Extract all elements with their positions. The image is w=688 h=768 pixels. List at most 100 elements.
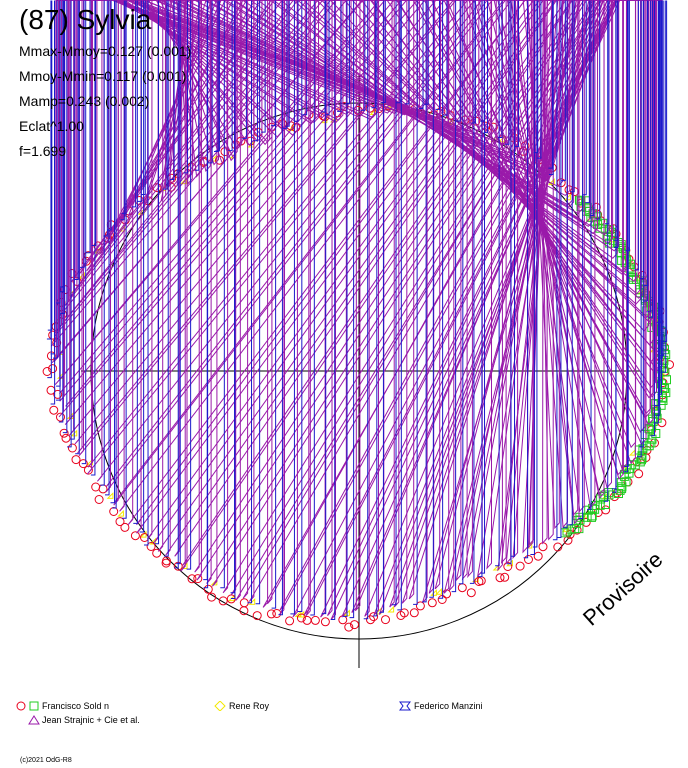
data-point-star: [650, 0, 656, 437]
data-point-star: [80, 0, 85, 268]
data-point-circle: [120, 522, 130, 532]
data-point-star: [655, 0, 660, 407]
data-point-star: [186, 0, 192, 570]
data-point-square: [637, 451, 647, 461]
data-point-star: [247, 0, 253, 604]
data-point-star: [505, 0, 510, 145]
data-point-star: [47, 0, 52, 379]
data-point-star: [458, 0, 464, 585]
data-point-star: [639, 0, 644, 448]
data-point-star: [442, 0, 448, 116]
data-point-star: [330, 0, 336, 620]
data-point-star: [533, 0, 539, 154]
data-point-star: [438, 0, 444, 599]
data-point-star: [392, 0, 397, 606]
data-point-star: [523, 0, 529, 559]
data-point-diamond: [297, 610, 305, 618]
data-point-circle: [152, 548, 162, 558]
data-point-star: [397, 0, 402, 611]
data-point-star: [302, 0, 308, 116]
data-point-star: [456, 0, 461, 122]
legend-item-manzini: Federico Manzini: [398, 700, 483, 711]
data-point-diamond: [139, 530, 147, 538]
data-point-star: [131, 0, 137, 208]
data-point-star: [643, 0, 649, 287]
data-point-star: [91, 0, 97, 246]
data-point-star: [561, 0, 566, 182]
data-point-square: [621, 477, 631, 487]
data-point-star: [112, 0, 117, 509]
data-point-star: [349, 0, 355, 619]
data-point-star: [661, 0, 667, 373]
legend-label: Jean Strajnic + Cie et al.: [42, 714, 140, 725]
data-point-triangle: [58, 0, 419, 418]
data-point-circle: [457, 583, 467, 593]
data-point-circle: [71, 455, 81, 465]
data-point-star: [648, 0, 654, 318]
data-point-star: [595, 0, 601, 220]
data-point-circle: [369, 612, 379, 622]
data-point-circle: [553, 542, 563, 552]
data-point-circle: [49, 405, 59, 415]
data-point-circle: [310, 615, 320, 625]
data-point-circle: [239, 598, 249, 608]
data-point-star: [110, 0, 116, 504]
data-point-star: [208, 0, 213, 164]
data-point-star: [137, 0, 142, 202]
data-point-star: [568, 0, 573, 526]
data-point-square: [644, 441, 654, 451]
data-point-diamond: [320, 116, 328, 124]
data-point-star: [413, 0, 418, 605]
data-point-circle: [167, 173, 177, 183]
page-title: (87) Sylvia: [19, 4, 152, 35]
data-point-circle: [59, 428, 69, 438]
data-point-star: [578, 0, 584, 519]
data-point-star: [154, 0, 160, 545]
data-point-star: [480, 0, 486, 574]
data-point-star: [120, 0, 125, 221]
data-point-star: [215, 0, 220, 152]
data-point-star: [290, 0, 295, 615]
data-point-star: [587, 0, 592, 510]
data-point-star: [47, 0, 53, 331]
data-point-square: [619, 469, 629, 479]
data-point-circle: [572, 525, 582, 535]
data-point-star: [429, 0, 434, 598]
data-point-star: [625, 0, 630, 252]
data-point-star: [495, 0, 500, 567]
data-point-star: [174, 0, 179, 569]
legend-item-roy: Rene Roy: [213, 700, 269, 711]
data-point-star: [604, 0, 610, 225]
data-point-circle: [53, 389, 63, 399]
data-point-star: [556, 0, 562, 538]
data-point-circle: [266, 609, 276, 619]
data-point-star: [514, 0, 520, 147]
data-point-star: [294, 0, 299, 122]
data-point-circle: [130, 531, 140, 541]
data-point-triangle: [497, 0, 605, 500]
diamond-marker-icon: [214, 700, 226, 711]
data-point-circle: [533, 551, 543, 561]
data-point-star: [194, 0, 200, 171]
data-point-star: [507, 0, 512, 565]
data-point-star: [176, 0, 181, 565]
data-point-star: [603, 0, 609, 502]
data-point-circle: [56, 412, 65, 422]
stat-mmax-mmoy: Mmax-Mmoy=0.127 (0.001): [19, 43, 192, 59]
legend-item-soldan: Francisco Sold n: [16, 700, 109, 711]
data-point-star: [563, 0, 568, 529]
data-point-circle: [61, 433, 71, 443]
data-point-star: [141, 0, 146, 195]
data-point-diamond: [343, 609, 350, 617]
data-point-circle: [581, 517, 591, 527]
data-point-diamond: [387, 605, 395, 613]
data-point-star: [228, 0, 233, 152]
data-point-star: [643, 0, 648, 302]
data-point-star: [74, 0, 79, 280]
data-point-star: [532, 0, 538, 548]
data-point-star: [90, 0, 96, 476]
data-point-diamond: [180, 177, 187, 185]
data-point-diamond: [561, 525, 569, 533]
data-point-star: [360, 0, 366, 111]
data-point-square: [635, 457, 645, 467]
